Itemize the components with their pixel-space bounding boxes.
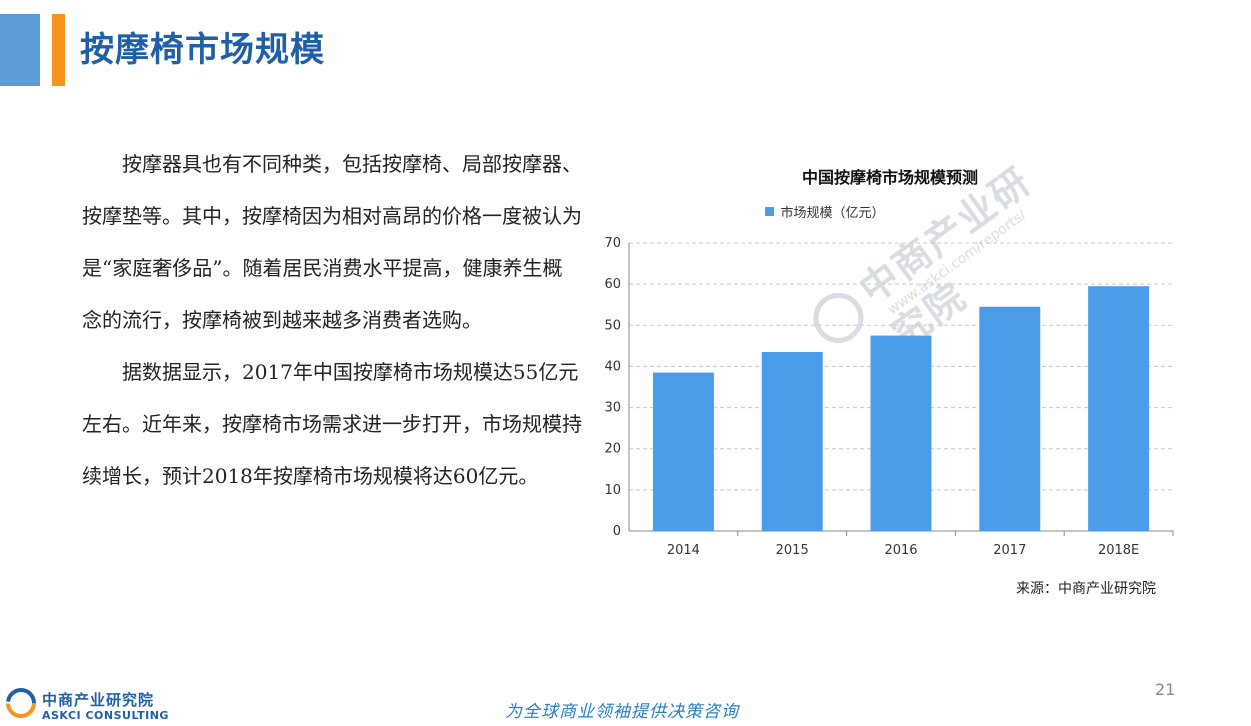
y-tick-label: 30 (604, 401, 621, 416)
chart-legend: 市场规模（亿元） (585, 202, 1065, 221)
bar-2016 (870, 335, 932, 531)
chart-source: 来源：中商产业研究院 (1016, 581, 1156, 597)
x-tick-label: 2014 (667, 543, 700, 558)
chart-plot: 0 10 20 30 40 50 60 70 2014 2015 2016 2017 2018E (604, 236, 1174, 558)
y-tick-label: 40 (604, 359, 621, 374)
x-tick-label: 2016 (884, 543, 917, 558)
company-logo-icon (6, 688, 36, 718)
page-title: 按摩椅市场规模 (80, 30, 325, 70)
footer-logo-english: ASKCI CONSULTING (42, 709, 169, 722)
y-tick-label: 70 (604, 236, 621, 251)
x-tick-label: 2018E (1098, 543, 1139, 558)
x-tick-label: 2017 (993, 543, 1026, 558)
y-tick-label: 0 (613, 524, 621, 539)
legend-label: 市场规模（亿元） (780, 206, 885, 221)
header-accent-orange (52, 14, 65, 86)
paragraph-1: 按摩器具也有不同种类，包括按摩椅、局部按摩器、按摩垫等。其中，按摩椅因为相对高昂… (82, 152, 582, 332)
bar-2015 (761, 352, 823, 531)
y-tick-label: 20 (604, 442, 621, 457)
legend-swatch (765, 207, 775, 216)
header-accent-blue (0, 14, 40, 86)
y-tick-label: 10 (604, 483, 621, 498)
paragraph-2: 据数据显示，2017年中国按摩椅市场规模达55亿元左右。近年来，按摩椅市场需求进… (82, 360, 582, 488)
bar-2018E (1088, 286, 1150, 531)
bar-chart: 中国按摩椅市场规模预测 市场规模（亿元） 0 10 20 30 40 50 60 70 2014… (585, 150, 1195, 605)
bar-2014 (652, 372, 714, 531)
x-tick-label: 2015 (776, 543, 809, 558)
y-tick-label: 50 (604, 318, 621, 333)
footer-logo-name: 中商产业研究院 (42, 691, 155, 709)
bar-2017 (979, 306, 1041, 531)
y-tick-label: 60 (604, 277, 621, 292)
page-number: 21 (1155, 680, 1176, 699)
body-text: 按摩器具也有不同种类，包括按摩椅、局部按摩器、按摩垫等。其中，按摩椅因为相对高昂… (82, 138, 582, 502)
chart-title: 中国按摩椅市场规模预测 (801, 168, 978, 187)
footer-slogan: 为全球商业领袖提供决策咨询 (505, 702, 739, 722)
